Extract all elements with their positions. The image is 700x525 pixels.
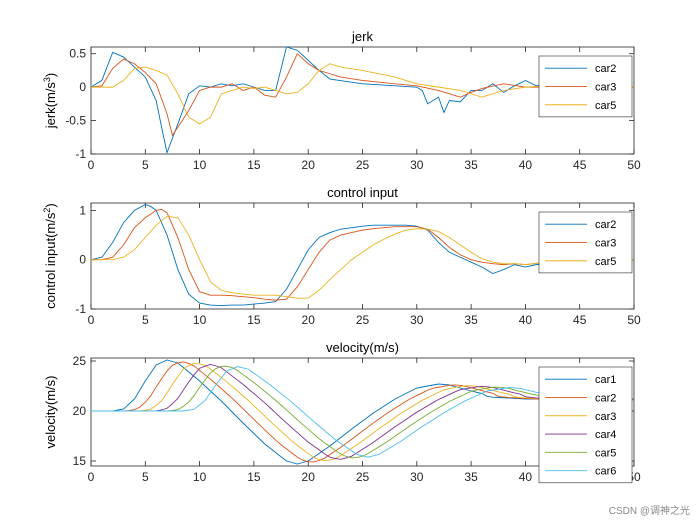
x-tick-label: 40 (519, 470, 533, 484)
x-tick-label: 15 (247, 158, 261, 172)
y-tick-label: 25 (73, 354, 87, 368)
y-axis-label-text: control input(m/s (43, 212, 58, 309)
x-tick-label: 20 (302, 158, 316, 172)
series-line-car5 (91, 215, 634, 299)
legend-label-car3: car3 (595, 411, 616, 423)
y-axis-label-tail: ) (43, 73, 58, 77)
x-tick-label: 25 (356, 313, 370, 327)
y-axis-label: jerk(m/s3) (42, 73, 58, 130)
x-tick-label: 45 (573, 313, 587, 327)
legend-label-car2: car2 (595, 392, 616, 404)
legend-label-car2: car2 (595, 63, 616, 75)
x-tick-label: 40 (519, 313, 533, 327)
y-axis-label: velocity(m/s) (43, 376, 58, 449)
x-tick-label: 20 (302, 313, 316, 327)
y-axis-label: control input(m/s2) (42, 203, 58, 308)
legend-label-car1: car1 (595, 374, 616, 386)
x-tick-label: 5 (142, 313, 149, 327)
y-tick-label: 1 (79, 203, 86, 217)
y-tick-label: 0.5 (69, 47, 86, 61)
x-tick-label: 0 (88, 158, 95, 172)
x-tick-label: 5 (142, 470, 149, 484)
chart-title: velocity(m/s) (326, 340, 399, 355)
series-line-car2 (91, 47, 634, 154)
y-tick-label: -1 (75, 147, 86, 161)
x-tick-label: 30 (410, 313, 424, 327)
subplot-3: velocity(m/s)05101520253035404550152025v… (43, 340, 641, 484)
x-tick-label: 0 (88, 313, 95, 327)
x-tick-label: 15 (247, 470, 261, 484)
series-line-car3 (91, 208, 634, 301)
x-tick-label: 10 (193, 470, 207, 484)
legend-label-car5: car5 (595, 256, 616, 268)
x-tick-label: 15 (247, 313, 261, 327)
y-tick-label: 0 (79, 253, 86, 267)
x-tick-label: 30 (410, 158, 424, 172)
y-axis-label-tail: ) (43, 203, 58, 207)
x-tick-label: 40 (519, 158, 533, 172)
series-line-car5 (91, 63, 634, 125)
legend-label-car6: car6 (595, 466, 616, 478)
chart-title: control input (327, 185, 398, 200)
y-tick-label: 0 (79, 80, 86, 94)
x-tick-label: 35 (464, 158, 478, 172)
series-line-car2 (91, 203, 634, 307)
x-tick-label: 10 (193, 313, 207, 327)
legend-label-car3: car3 (595, 81, 616, 93)
legend-label-car2: car2 (595, 219, 616, 231)
x-tick-label: 50 (627, 158, 641, 172)
x-tick-label: 35 (464, 470, 478, 484)
legend-box (538, 366, 633, 484)
y-axis-label-text: jerk(m/s (43, 82, 58, 130)
y-tick-label: -0.5 (65, 114, 86, 128)
x-tick-label: 50 (627, 313, 641, 327)
y-tick-label: -1 (75, 302, 86, 316)
y-tick-label: 15 (73, 454, 87, 468)
legend-label-car5: car5 (595, 447, 616, 459)
legend-label-car3: car3 (595, 237, 616, 249)
chart-title: jerk (351, 29, 373, 44)
x-tick-label: 25 (356, 158, 370, 172)
x-tick-label: 25 (356, 470, 370, 484)
y-tick-label: 20 (73, 404, 87, 418)
legend-label-car4: car4 (595, 429, 616, 441)
watermark: CSDN @调神之光 (608, 506, 690, 517)
legend-label-car5: car5 (595, 100, 616, 112)
x-tick-label: 45 (573, 158, 587, 172)
x-tick-label: 30 (410, 470, 424, 484)
x-tick-label: 0 (88, 470, 95, 484)
x-tick-label: 5 (142, 158, 149, 172)
x-tick-label: 35 (464, 313, 478, 327)
y-axis-label-text: velocity(m/s) (43, 376, 58, 449)
subplot-1: jerk 0 5 10 15 20 25 30 35 40 45 50 -1 -0.5 0 0.5 jerk(m… (42, 29, 641, 172)
x-tick-label: 10 (193, 158, 207, 172)
x-tick-label: 20 (302, 470, 316, 484)
series-line-car3 (91, 52, 634, 137)
y-axis-label-superscript: 2 (42, 208, 52, 213)
y-axis-label-superscript: 3 (42, 77, 52, 82)
